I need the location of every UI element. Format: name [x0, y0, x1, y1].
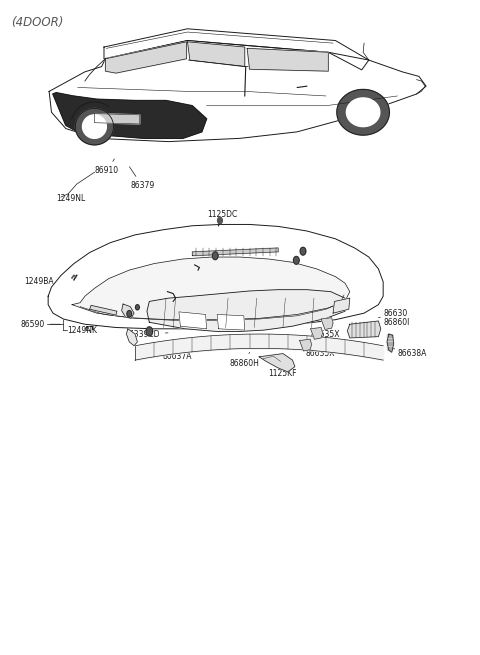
Text: 86590: 86590: [21, 320, 60, 329]
Polygon shape: [293, 256, 299, 264]
Text: 1125KF: 1125KF: [268, 362, 297, 378]
Polygon shape: [72, 257, 350, 320]
Polygon shape: [217, 217, 222, 224]
Polygon shape: [121, 304, 134, 318]
Text: 86594: 86594: [297, 258, 326, 268]
Polygon shape: [247, 48, 328, 71]
Text: 1244BG: 1244BG: [306, 240, 342, 248]
Text: 86860H: 86860H: [229, 352, 259, 368]
Text: 14160: 14160: [120, 316, 144, 329]
Polygon shape: [331, 86, 396, 112]
Polygon shape: [387, 334, 394, 352]
Polygon shape: [53, 93, 206, 138]
Polygon shape: [347, 98, 380, 126]
Text: 86616K: 86616K: [230, 269, 260, 278]
Polygon shape: [48, 225, 383, 329]
Text: 86630: 86630: [378, 309, 408, 318]
Text: 86635X: 86635X: [300, 346, 336, 358]
Text: 1249BA: 1249BA: [24, 277, 71, 286]
Text: 1339CD: 1339CD: [129, 329, 168, 339]
Text: 86637A: 86637A: [163, 347, 192, 362]
Polygon shape: [179, 312, 206, 329]
Polygon shape: [49, 41, 426, 141]
Polygon shape: [300, 248, 306, 255]
Polygon shape: [146, 327, 153, 336]
Text: 1125DC: 1125DC: [207, 210, 238, 223]
Text: 86379: 86379: [130, 167, 155, 191]
Polygon shape: [147, 290, 345, 331]
Polygon shape: [95, 113, 140, 124]
Text: 1249NL: 1249NL: [56, 194, 85, 203]
Text: 86615K: 86615K: [229, 278, 259, 288]
Text: 86635X: 86635X: [315, 311, 345, 320]
Polygon shape: [348, 321, 381, 338]
Polygon shape: [217, 314, 245, 330]
Polygon shape: [83, 115, 107, 138]
Polygon shape: [321, 318, 333, 329]
Polygon shape: [106, 42, 187, 73]
Polygon shape: [135, 305, 139, 310]
Polygon shape: [259, 354, 295, 372]
Polygon shape: [127, 310, 132, 317]
Text: 1244BJ: 1244BJ: [302, 250, 334, 258]
Text: 86595B: 86595B: [68, 312, 97, 322]
Text: 86614D: 86614D: [178, 259, 208, 268]
Polygon shape: [192, 248, 278, 255]
Polygon shape: [126, 329, 137, 346]
Text: 1249NK: 1249NK: [67, 326, 97, 335]
Text: 86638A: 86638A: [393, 348, 427, 358]
Text: 86613C: 86613C: [159, 280, 188, 290]
Polygon shape: [337, 90, 389, 135]
Text: 86910: 86910: [95, 159, 119, 176]
Text: 1491AD: 1491AD: [290, 271, 327, 281]
Polygon shape: [333, 298, 350, 313]
Polygon shape: [75, 108, 114, 145]
Text: 86620: 86620: [350, 297, 379, 306]
Text: (4DOOR): (4DOOR): [11, 16, 63, 29]
Text: 86619: 86619: [185, 250, 209, 258]
Polygon shape: [300, 339, 312, 351]
Polygon shape: [311, 328, 323, 339]
Text: 86860I: 86860I: [380, 318, 409, 329]
Polygon shape: [90, 305, 117, 315]
Text: 86593A: 86593A: [171, 271, 200, 280]
Polygon shape: [104, 29, 369, 70]
Text: 86611A: 86611A: [130, 271, 159, 280]
Text: 86635X: 86635X: [311, 329, 340, 339]
Polygon shape: [188, 42, 245, 67]
Polygon shape: [212, 252, 218, 259]
